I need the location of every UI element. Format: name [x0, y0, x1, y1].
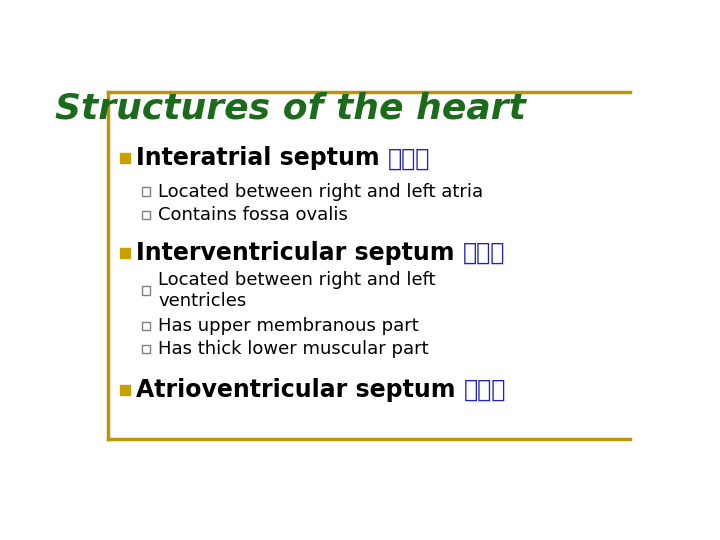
Text: 室间隔: 室间隔: [462, 241, 505, 265]
Text: Has thick lower muscular part: Has thick lower muscular part: [158, 340, 428, 358]
Text: Structures of the heart: Structures of the heart: [55, 91, 526, 125]
Text: Atrioventricular septum: Atrioventricular septum: [136, 378, 464, 402]
Text: Located between right and left atria: Located between right and left atria: [158, 183, 483, 201]
Text: 房间隔: 房间隔: [387, 146, 430, 170]
Text: Located between right and left
ventricles: Located between right and left ventricle…: [158, 271, 436, 310]
Text: 房室隔: 房室隔: [464, 378, 506, 402]
Bar: [120, 385, 130, 395]
Bar: [120, 153, 130, 163]
Bar: [120, 248, 130, 258]
Text: Interventricular septum: Interventricular septum: [136, 241, 462, 265]
Text: Contains fossa ovalis: Contains fossa ovalis: [158, 206, 348, 224]
Text: Interatrial septum: Interatrial septum: [136, 146, 387, 170]
Text: Has upper membranous part: Has upper membranous part: [158, 317, 419, 335]
